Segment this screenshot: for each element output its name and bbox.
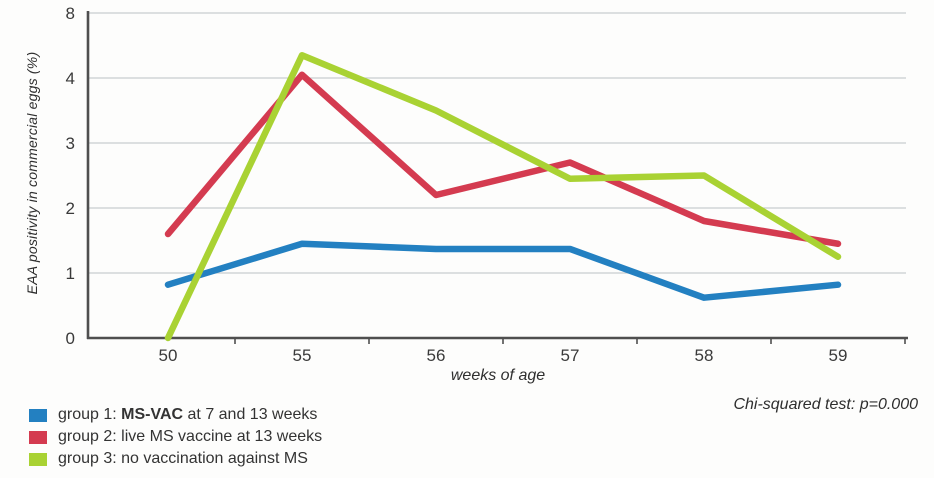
legend-item-group1: group 1: MS-VAC at 7 and 13 weeks <box>29 404 322 426</box>
x-tick-label-59: 59 <box>829 346 848 365</box>
chi-squared-annotation: Chi-squared test: p=0.000 <box>733 396 918 413</box>
series-line-group2 <box>164 71 842 247</box>
legend-label-group3: group 3: no vaccination against MS <box>58 450 308 467</box>
legend-label-group1: group 1: MS-VAC at 7 and 13 weeks <box>58 406 318 423</box>
x-tick-label-55: 55 <box>293 346 312 365</box>
series-line-group3 <box>164 52 842 342</box>
y-tick-label-3: 3 <box>66 134 75 153</box>
legend-item-group2: group 2: live MS vaccine at 13 weeks <box>29 426 322 448</box>
legend-swatch-group3 <box>29 452 47 466</box>
y-axis-title: EAA positivity in commercial eggs (%) <box>24 51 40 295</box>
legend-label-group2: group 2: live MS vaccine at 13 weeks <box>58 428 323 445</box>
y-tick-label-0: 0 <box>66 329 75 348</box>
x-axis-title: weeks of age <box>450 367 546 384</box>
x-tick-label-58: 58 <box>695 346 714 365</box>
y-tick-label-1: 1 <box>66 264 75 283</box>
x-tick-label-57: 57 <box>561 346 580 365</box>
y-tick-label-8: 8 <box>66 4 75 23</box>
y-tick-label-2: 2 <box>66 199 75 218</box>
series-line-group1 <box>164 240 842 301</box>
legend-item-group3: group 3: no vaccination against MS <box>29 448 322 470</box>
y-tick-label-4: 4 <box>66 69 75 88</box>
legend: group 1: MS-VAC at 7 and 13 weeks group … <box>29 404 322 470</box>
x-tick-label-56: 56 <box>427 346 446 365</box>
legend-swatch-group1 <box>29 408 47 422</box>
legend-swatch-group2 <box>29 430 47 444</box>
x-tick-label-50: 50 <box>159 346 178 365</box>
